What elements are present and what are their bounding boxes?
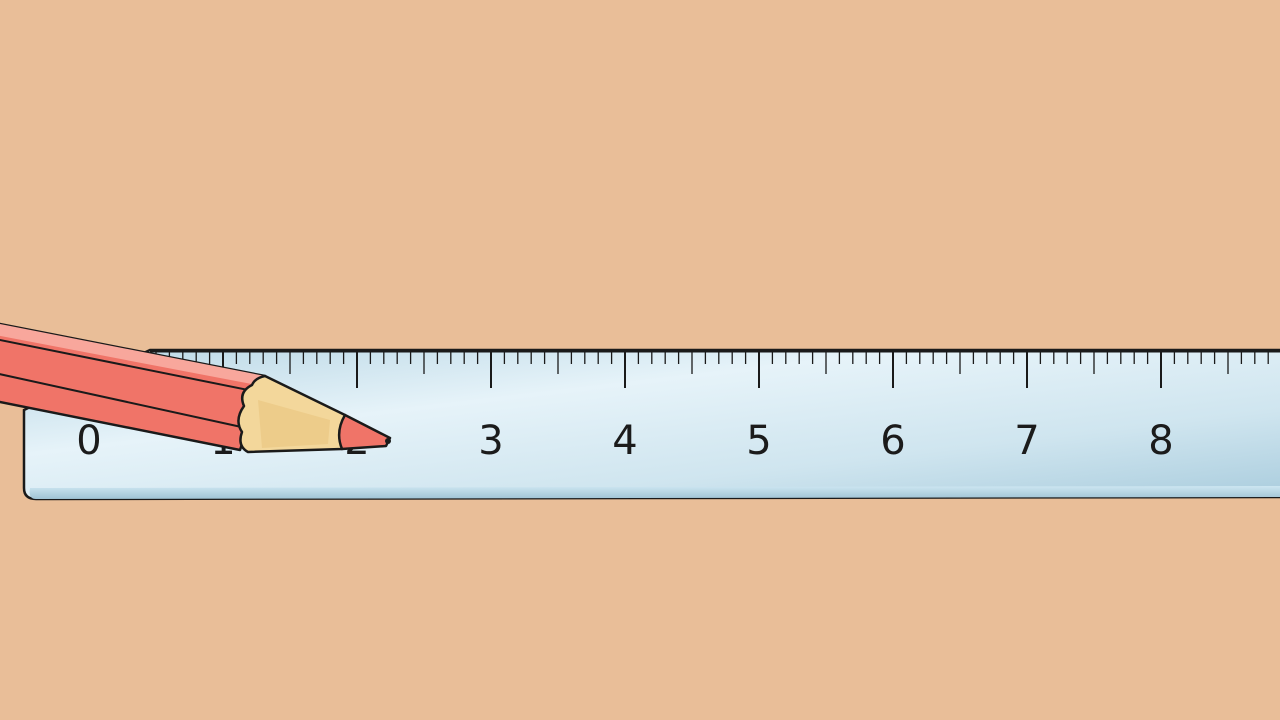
ruler-number: 6: [880, 418, 905, 464]
pencil-wood-shade: [258, 400, 330, 448]
ruler-bottom-bevel: [29, 486, 1280, 499]
ruler-number: 3: [478, 418, 503, 464]
ruler-number: 5: [746, 418, 771, 464]
pencil-tip: [385, 438, 391, 444]
ruler-number: 7: [1014, 418, 1039, 464]
pencil-facet-line: [0, 338, 259, 393]
pencil-facet-line: [0, 373, 247, 429]
pencil-lead: [337, 413, 392, 451]
ruler-number: 8: [1148, 418, 1173, 464]
pencil: [0, 322, 392, 454]
pencil-highlight: [0, 323, 265, 386]
ruler-number: 0: [76, 418, 101, 464]
ruler-number: 4: [612, 418, 637, 464]
ruler: 012345678: [22, 348, 1280, 501]
